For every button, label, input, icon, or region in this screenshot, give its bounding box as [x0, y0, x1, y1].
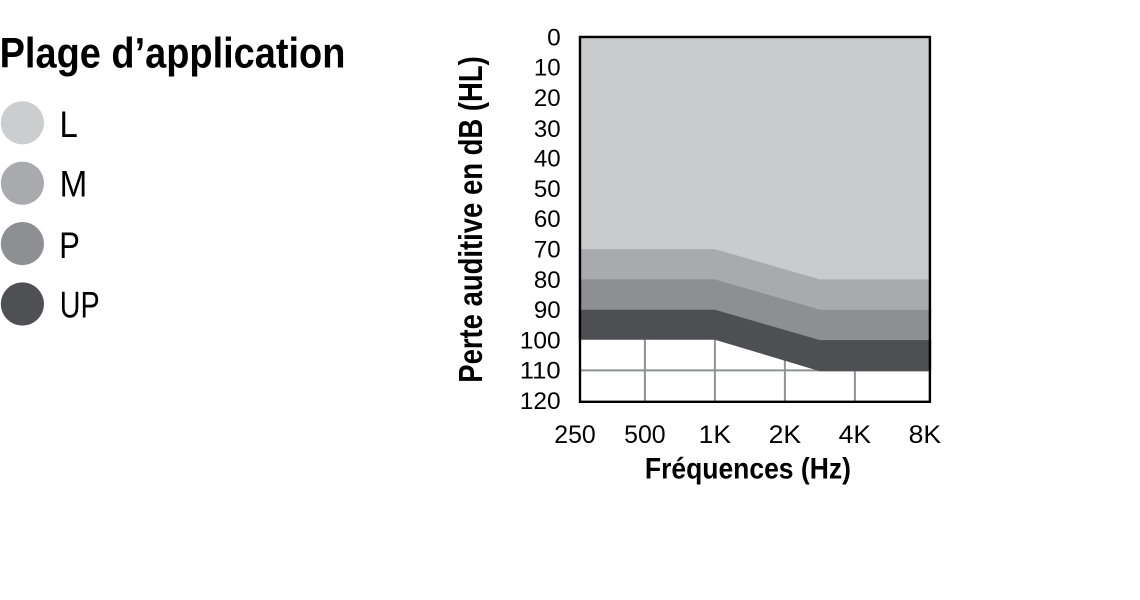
svg-text:M: M: [60, 163, 88, 204]
svg-text:110: 110: [520, 358, 561, 385]
svg-text:Perte auditive en dB (HL): Perte auditive en dB (HL): [452, 56, 489, 383]
svg-text:0: 0: [547, 24, 561, 51]
svg-text:UP: UP: [60, 285, 100, 326]
svg-text:1K: 1K: [699, 421, 732, 449]
svg-text:40: 40: [534, 146, 561, 173]
svg-text:10: 10: [534, 55, 561, 82]
svg-text:90: 90: [534, 297, 561, 324]
svg-text:80: 80: [534, 267, 561, 294]
svg-text:70: 70: [534, 237, 561, 264]
svg-text:20: 20: [534, 85, 561, 112]
svg-text:4K: 4K: [839, 421, 872, 449]
svg-text:L: L: [60, 104, 78, 145]
svg-text:50: 50: [534, 176, 561, 203]
svg-text:8K: 8K: [909, 421, 942, 449]
svg-text:120: 120: [520, 388, 561, 415]
svg-text:30: 30: [534, 116, 561, 143]
svg-text:500: 500: [624, 421, 666, 449]
svg-text:100: 100: [520, 327, 561, 354]
svg-text:P: P: [59, 225, 80, 266]
svg-text:250: 250: [554, 421, 596, 449]
svg-text:60: 60: [534, 206, 561, 233]
svg-text:Plage d’application: Plage d’application: [0, 29, 345, 77]
svg-text:Fréquences (Hz): Fréquences (Hz): [645, 452, 851, 485]
svg-text:2K: 2K: [769, 421, 802, 449]
